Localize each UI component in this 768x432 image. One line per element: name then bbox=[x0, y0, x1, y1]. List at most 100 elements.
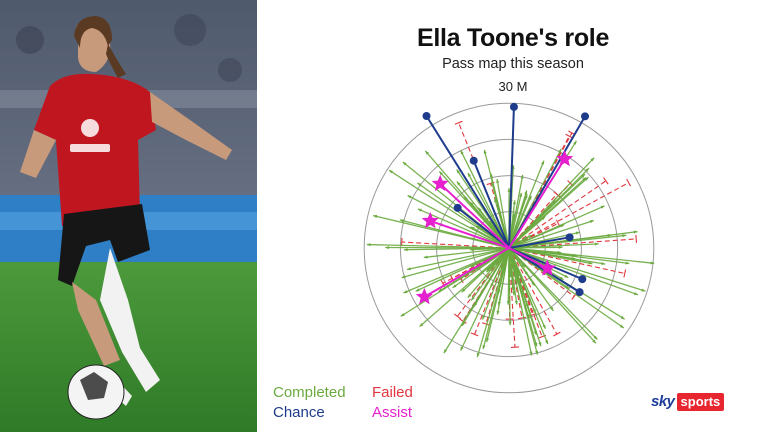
completed-pass-arrow bbox=[482, 315, 486, 320]
completed-pass bbox=[508, 247, 536, 287]
failed-pass bbox=[508, 238, 637, 249]
completed-pass bbox=[508, 160, 545, 249]
completed-pass-arrow bbox=[564, 274, 569, 278]
completed-pass-arrow bbox=[423, 255, 428, 259]
completed-pass bbox=[460, 247, 510, 351]
completed-pass-arrow bbox=[641, 288, 646, 292]
chance-line bbox=[508, 236, 570, 249]
chance-line bbox=[508, 106, 515, 249]
completed-pass-arrow bbox=[415, 288, 420, 292]
completed-pass bbox=[403, 247, 510, 294]
completed-pass-arrow bbox=[524, 237, 529, 241]
assist-line bbox=[429, 219, 510, 249]
completed-pass-arrow bbox=[573, 253, 578, 257]
chance-line bbox=[508, 247, 583, 281]
chance-dot bbox=[509, 102, 518, 111]
completed-pass-arrow bbox=[529, 351, 533, 356]
completed-pass-arrow bbox=[489, 265, 494, 270]
completed-pass-arrow bbox=[575, 231, 580, 235]
assist-star bbox=[538, 259, 556, 276]
completed-pass-arrow bbox=[524, 190, 528, 195]
completed-pass bbox=[508, 176, 587, 249]
completed-pass-arrow bbox=[438, 288, 443, 292]
completed-pass-arrow bbox=[403, 248, 408, 252]
completed-pass-arrow bbox=[467, 172, 472, 177]
completed-pass-arrow bbox=[558, 245, 563, 249]
completed-pass-arrow bbox=[520, 174, 524, 179]
completed-pass-arrow bbox=[401, 275, 406, 279]
completed-pass bbox=[470, 247, 510, 301]
chance-dot bbox=[581, 112, 590, 121]
completed-pass-arrow bbox=[517, 272, 520, 277]
sports-logo-text: sports bbox=[676, 392, 725, 411]
completed-pass bbox=[508, 247, 639, 296]
completed-pass-arrow bbox=[452, 284, 457, 288]
chart-title: Ella Toone's role bbox=[416, 24, 610, 52]
completed-pass-arrow bbox=[385, 245, 390, 250]
completed-pass bbox=[481, 247, 510, 320]
completed-pass-arrow bbox=[470, 226, 475, 230]
failed-pass bbox=[508, 182, 629, 249]
completed-pass-arrow bbox=[439, 171, 443, 176]
completed-pass-arrow bbox=[531, 281, 535, 286]
completed-pass-arrow bbox=[550, 306, 554, 311]
assist-star bbox=[421, 211, 439, 229]
completed-pass bbox=[508, 247, 598, 340]
completed-pass-arrow bbox=[425, 150, 430, 155]
completed-pass bbox=[407, 194, 510, 249]
failed-pass bbox=[508, 247, 558, 335]
failed-pass-end bbox=[635, 234, 638, 243]
failed-pass-end bbox=[626, 178, 632, 187]
completed-pass-arrow bbox=[582, 177, 586, 182]
legend-failed: Failed bbox=[372, 384, 413, 401]
completed-pass-arrow bbox=[485, 338, 490, 343]
completed-pass-arrow bbox=[407, 195, 412, 199]
completed-pass bbox=[461, 247, 510, 327]
completed-pass bbox=[501, 247, 510, 274]
completed-pass-arrow bbox=[501, 269, 505, 274]
completed-pass-arrow bbox=[514, 278, 518, 283]
completed-pass-arrow bbox=[389, 170, 393, 174]
completed-pass-arrow bbox=[585, 168, 589, 172]
failed-pass-end bbox=[454, 120, 463, 125]
completed-pass bbox=[508, 192, 523, 249]
legend-assist: Assist bbox=[372, 404, 413, 421]
completed-pass bbox=[508, 195, 527, 249]
completed-pass-arrow bbox=[489, 221, 493, 226]
completed-pass-arrow bbox=[581, 174, 585, 178]
completed-pass-arrow bbox=[558, 148, 562, 153]
completed-pass-arrow bbox=[470, 201, 474, 206]
completed-pass-arrow bbox=[476, 353, 480, 358]
completed-pass-arrow bbox=[607, 233, 612, 238]
completed-pass bbox=[483, 149, 510, 249]
completed-pass bbox=[496, 178, 510, 249]
completed-pass bbox=[508, 247, 625, 329]
assist-star bbox=[556, 150, 574, 167]
completed-pass-arrow bbox=[584, 177, 589, 181]
chance-line bbox=[425, 115, 510, 249]
completed-pass bbox=[417, 208, 510, 249]
completed-pass-arrow bbox=[512, 291, 516, 296]
assist-star bbox=[431, 174, 449, 192]
chance-dot bbox=[469, 156, 478, 165]
completed-pass bbox=[508, 205, 605, 249]
completed-pass-arrow bbox=[417, 208, 422, 212]
failed-pass bbox=[508, 180, 607, 249]
failed-pass-end bbox=[470, 332, 479, 337]
completed-pass-arrow bbox=[523, 195, 527, 200]
failed-pass bbox=[485, 247, 510, 325]
completed-pass-arrow bbox=[400, 313, 405, 317]
failed-pass-end bbox=[517, 316, 527, 320]
completed-pass-arrow bbox=[406, 267, 411, 271]
completed-pass bbox=[406, 247, 510, 271]
completed-pass-arrow bbox=[535, 350, 539, 355]
legend-completed: Completed bbox=[273, 384, 346, 401]
failed-pass-end bbox=[453, 313, 461, 320]
completed-pass bbox=[508, 247, 512, 278]
sky-sports-logo: sky sports bbox=[651, 392, 725, 411]
completed-pass-arrow bbox=[486, 268, 491, 273]
completed-pass-arrow bbox=[399, 219, 404, 223]
failed-pass bbox=[508, 135, 570, 249]
failed-pass-end bbox=[481, 322, 490, 326]
completed-pass-arrow bbox=[600, 205, 605, 209]
